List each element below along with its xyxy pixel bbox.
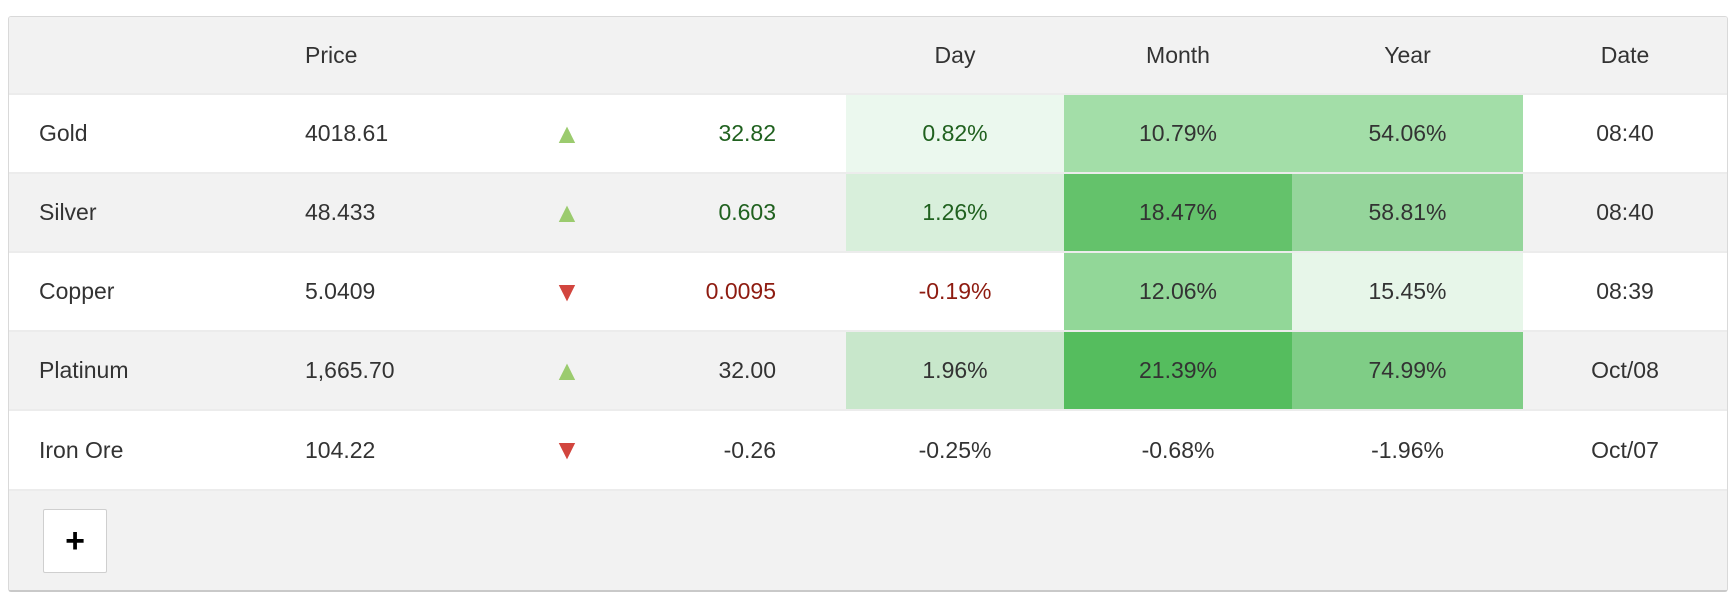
table-row-gold[interactable]: Gold 4018.61 ▲ 32.82 0.82% 10.79% 54.06%… xyxy=(9,94,1727,173)
date-cell: 08:39 xyxy=(1596,278,1654,304)
commodities-table: Price Day Month Year Date Gold 4018.61 ▲… xyxy=(9,17,1727,489)
commodity-name: Silver xyxy=(39,199,97,225)
price-value: 1,665.70 xyxy=(305,357,395,383)
commodity-name: Platinum xyxy=(39,357,129,383)
change-value: -0.26 xyxy=(723,436,776,463)
day-percent-cell: 0.82% xyxy=(846,94,1064,173)
price-value: 104.22 xyxy=(305,436,376,463)
change-value: 32.82 xyxy=(718,120,776,146)
change-value: 0.0095 xyxy=(705,278,776,304)
change-direction-icon: ▲ xyxy=(553,354,581,386)
month-percent-cell: 10.79% xyxy=(1064,94,1292,173)
month-percent-cell: 21.39% xyxy=(1064,331,1292,410)
price-value: 4018.61 xyxy=(305,120,389,146)
day-percent-cell: 1.26% xyxy=(846,173,1064,252)
table-row-copper[interactable]: Copper 5.0409 ▼ 0.0095 -0.19% 12.06% 15.… xyxy=(9,252,1727,331)
add-commodity-button[interactable]: + xyxy=(43,509,107,573)
change-direction-icon: ▲ xyxy=(553,117,581,149)
column-header-day: Day xyxy=(934,41,976,68)
column-header-name xyxy=(9,17,297,94)
change-direction-icon: ▼ xyxy=(553,434,581,465)
date-cell: 08:40 xyxy=(1596,120,1654,146)
date-cell: Oct/08 xyxy=(1591,357,1659,383)
day-percent-cell: -0.25% xyxy=(918,436,992,463)
column-header-month: Month xyxy=(1146,41,1210,68)
table-header-row: Price Day Month Year Date xyxy=(9,17,1727,94)
year-percent-cell: 15.45% xyxy=(1292,252,1523,331)
commodity-name: Gold xyxy=(39,120,88,146)
month-percent-cell: 18.47% xyxy=(1064,173,1292,252)
table-row-silver[interactable]: Silver 48.433 ▲ 0.603 1.26% 18.47% 58.81… xyxy=(9,173,1727,252)
table-footer: + xyxy=(9,489,1727,590)
change-value: 0.603 xyxy=(718,199,776,225)
commodity-name: Iron Ore xyxy=(39,436,124,463)
table-row-iron-ore[interactable]: Iron Ore 104.22 ▼ -0.26 -0.25% -0.68% -1… xyxy=(9,410,1727,489)
column-header-date: Date xyxy=(1600,41,1650,68)
month-percent-cell: -0.68% xyxy=(1141,436,1215,463)
table-row-platinum[interactable]: Platinum 1,665.70 ▲ 32.00 1.96% 21.39% 7… xyxy=(9,331,1727,410)
date-cell: 08:40 xyxy=(1596,199,1654,225)
year-percent-cell: 58.81% xyxy=(1292,173,1523,252)
day-percent-cell: -0.19% xyxy=(918,278,992,304)
column-header-price: Price xyxy=(305,41,358,68)
price-value: 48.433 xyxy=(305,199,376,225)
month-percent-cell: 12.06% xyxy=(1064,252,1292,331)
column-header-year: Year xyxy=(1384,41,1431,68)
date-cell: Oct/07 xyxy=(1591,436,1659,463)
change-direction-icon: ▲ xyxy=(553,196,581,228)
day-percent-cell: 1.96% xyxy=(846,331,1064,410)
year-percent-cell: 74.99% xyxy=(1292,331,1523,410)
commodities-table-widget: Price Day Month Year Date Gold 4018.61 ▲… xyxy=(8,16,1728,592)
year-percent-cell: -1.96% xyxy=(1371,436,1444,463)
column-header-change xyxy=(587,17,846,94)
price-value: 5.0409 xyxy=(305,278,376,304)
column-header-arrow xyxy=(547,17,587,94)
change-value: 32.00 xyxy=(718,357,776,383)
change-direction-icon: ▼ xyxy=(553,275,581,307)
year-percent-cell: 54.06% xyxy=(1292,94,1523,173)
commodity-name: Copper xyxy=(39,278,115,304)
